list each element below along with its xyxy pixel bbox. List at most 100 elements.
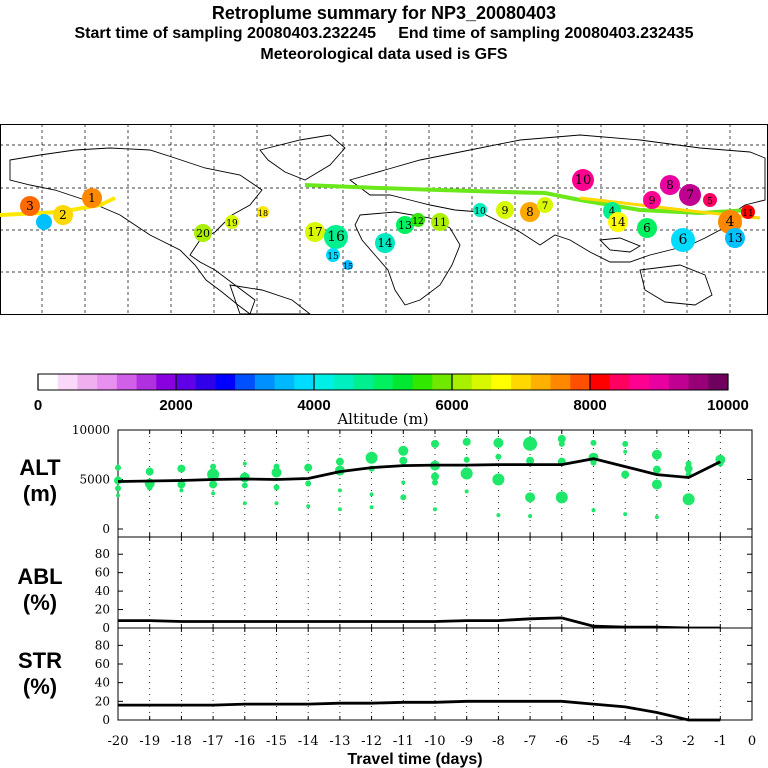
chart-title: Retroplume summary for NP3_20080403	[211, 3, 557, 23]
alt-label-line1: ALT	[19, 455, 61, 480]
colorbar-swatch	[530, 374, 552, 390]
plume-marker-label: 11	[742, 209, 753, 219]
x-tick-label: -2	[682, 734, 695, 749]
altitude-bubble	[460, 467, 473, 480]
plume-marker-label: 15	[343, 262, 353, 271]
altitude-bubble	[525, 492, 536, 503]
plume-marker	[257, 206, 269, 218]
altitude-bubble	[623, 449, 628, 454]
colorbar-swatch	[235, 374, 256, 390]
plume-marker-label: 12	[412, 217, 423, 227]
altitude-bubble	[590, 459, 597, 466]
altitude-bubble	[528, 514, 533, 519]
altitude-bubble	[241, 482, 248, 489]
plume-marker	[194, 224, 212, 242]
colorbar-tick-label: 0	[34, 397, 42, 414]
colorbar	[37, 373, 729, 391]
abl-label-line2: (%)	[22, 590, 58, 615]
altitude-bubble	[431, 472, 439, 481]
plume-marker-label: 1	[88, 191, 96, 205]
colorbar-tick-label: 8000	[573, 397, 606, 414]
plume-marker-label: 13	[398, 219, 412, 232]
colorbar-swatch	[491, 374, 512, 390]
colorbar-swatch	[274, 374, 295, 390]
colorbar-swatch	[629, 374, 650, 390]
altitude-bubble	[651, 479, 662, 490]
y-tick-label: 0	[102, 522, 110, 536]
x-tick-label: -11	[393, 734, 414, 749]
map-coastlines	[9, 134, 766, 315]
abl-label-line1: ABL	[17, 564, 63, 589]
altitude-bubble	[495, 453, 502, 460]
altitude-bubble	[493, 437, 504, 448]
plume-marker	[496, 201, 514, 219]
plume-marker	[643, 191, 661, 209]
plume-marker	[20, 196, 40, 216]
altitude-bubble	[210, 463, 217, 470]
altitude-bubble	[557, 434, 566, 443]
altitude-bubble	[273, 484, 280, 491]
colorbar-tick-label: 2000	[159, 397, 192, 414]
x-axis-label: Travel time (days)	[347, 751, 482, 768]
plume-marker-label: 10	[474, 207, 486, 217]
y-tick-label: 20	[95, 603, 110, 617]
y-tick-label: 40	[95, 584, 110, 598]
altitude-bubble	[242, 501, 247, 506]
plume-marker-label: 6	[643, 221, 651, 235]
altitude-bubble	[207, 468, 220, 481]
altitude-bubble	[211, 491, 216, 496]
altitude-bubble	[433, 507, 437, 512]
plume-marker	[53, 205, 73, 225]
plume-marker	[324, 225, 348, 249]
plume-marker-label: 11	[433, 216, 447, 229]
plume-marker-label: 8	[666, 178, 674, 192]
colorbar-swatch	[511, 374, 532, 390]
plume-marker	[679, 184, 701, 206]
x-tick-label: -13	[329, 734, 350, 749]
plume-marker-label: 16	[327, 229, 345, 245]
colorbar-swatch	[294, 374, 315, 390]
panel-frame	[117, 536, 753, 629]
altitude-bubble	[684, 464, 693, 473]
colorbar-swatch	[97, 374, 118, 390]
colorbar-swatch	[254, 374, 276, 390]
altitude-bubble	[591, 508, 596, 513]
plume-marker	[396, 216, 414, 234]
map-frame	[0, 124, 768, 315]
x-tick-label: -20	[108, 734, 129, 749]
plume-marker	[36, 214, 52, 230]
colorbar-tick-label: 4000	[297, 397, 330, 414]
colorbar-swatch	[314, 374, 335, 390]
altitude-bubble	[492, 473, 505, 486]
colorbar-swatch	[432, 374, 453, 390]
altitude-bubble	[622, 440, 629, 447]
x-tick-label: -3	[651, 734, 664, 749]
y-tick-label: 80	[95, 547, 110, 561]
plume-marker	[473, 203, 487, 217]
plume-marker-label: 3	[26, 199, 34, 213]
colorbar-swatch	[38, 374, 59, 390]
x-tick-label: 0	[748, 734, 756, 749]
colorbar-swatch	[136, 374, 157, 390]
colorbar-tick-label: 6000	[435, 397, 468, 414]
altitude-bubble	[146, 484, 153, 491]
y-tick-label: 40	[95, 676, 110, 690]
x-tick-label: -18	[171, 734, 192, 749]
y-tick-label: 20	[95, 694, 110, 708]
plume-marker	[660, 175, 680, 195]
panel-2	[117, 627, 753, 722]
plume-marker-label: 19	[226, 219, 238, 229]
y-tick-label: 5000	[79, 473, 110, 487]
colorbar-swatch	[176, 374, 197, 390]
colorbar-swatch	[412, 374, 433, 390]
altitude-bubble	[651, 449, 662, 460]
altitude-bubble	[274, 501, 279, 506]
y-tick-label: 0	[102, 713, 110, 727]
colorbar-swatch	[688, 374, 709, 390]
altitude-bubble	[526, 456, 535, 465]
alt-axis-label: ALT (m)	[0, 455, 80, 507]
abl-axis-label: ABL (%)	[0, 564, 80, 616]
altitude-bubble	[177, 464, 186, 473]
altitude-bubble	[654, 515, 659, 520]
